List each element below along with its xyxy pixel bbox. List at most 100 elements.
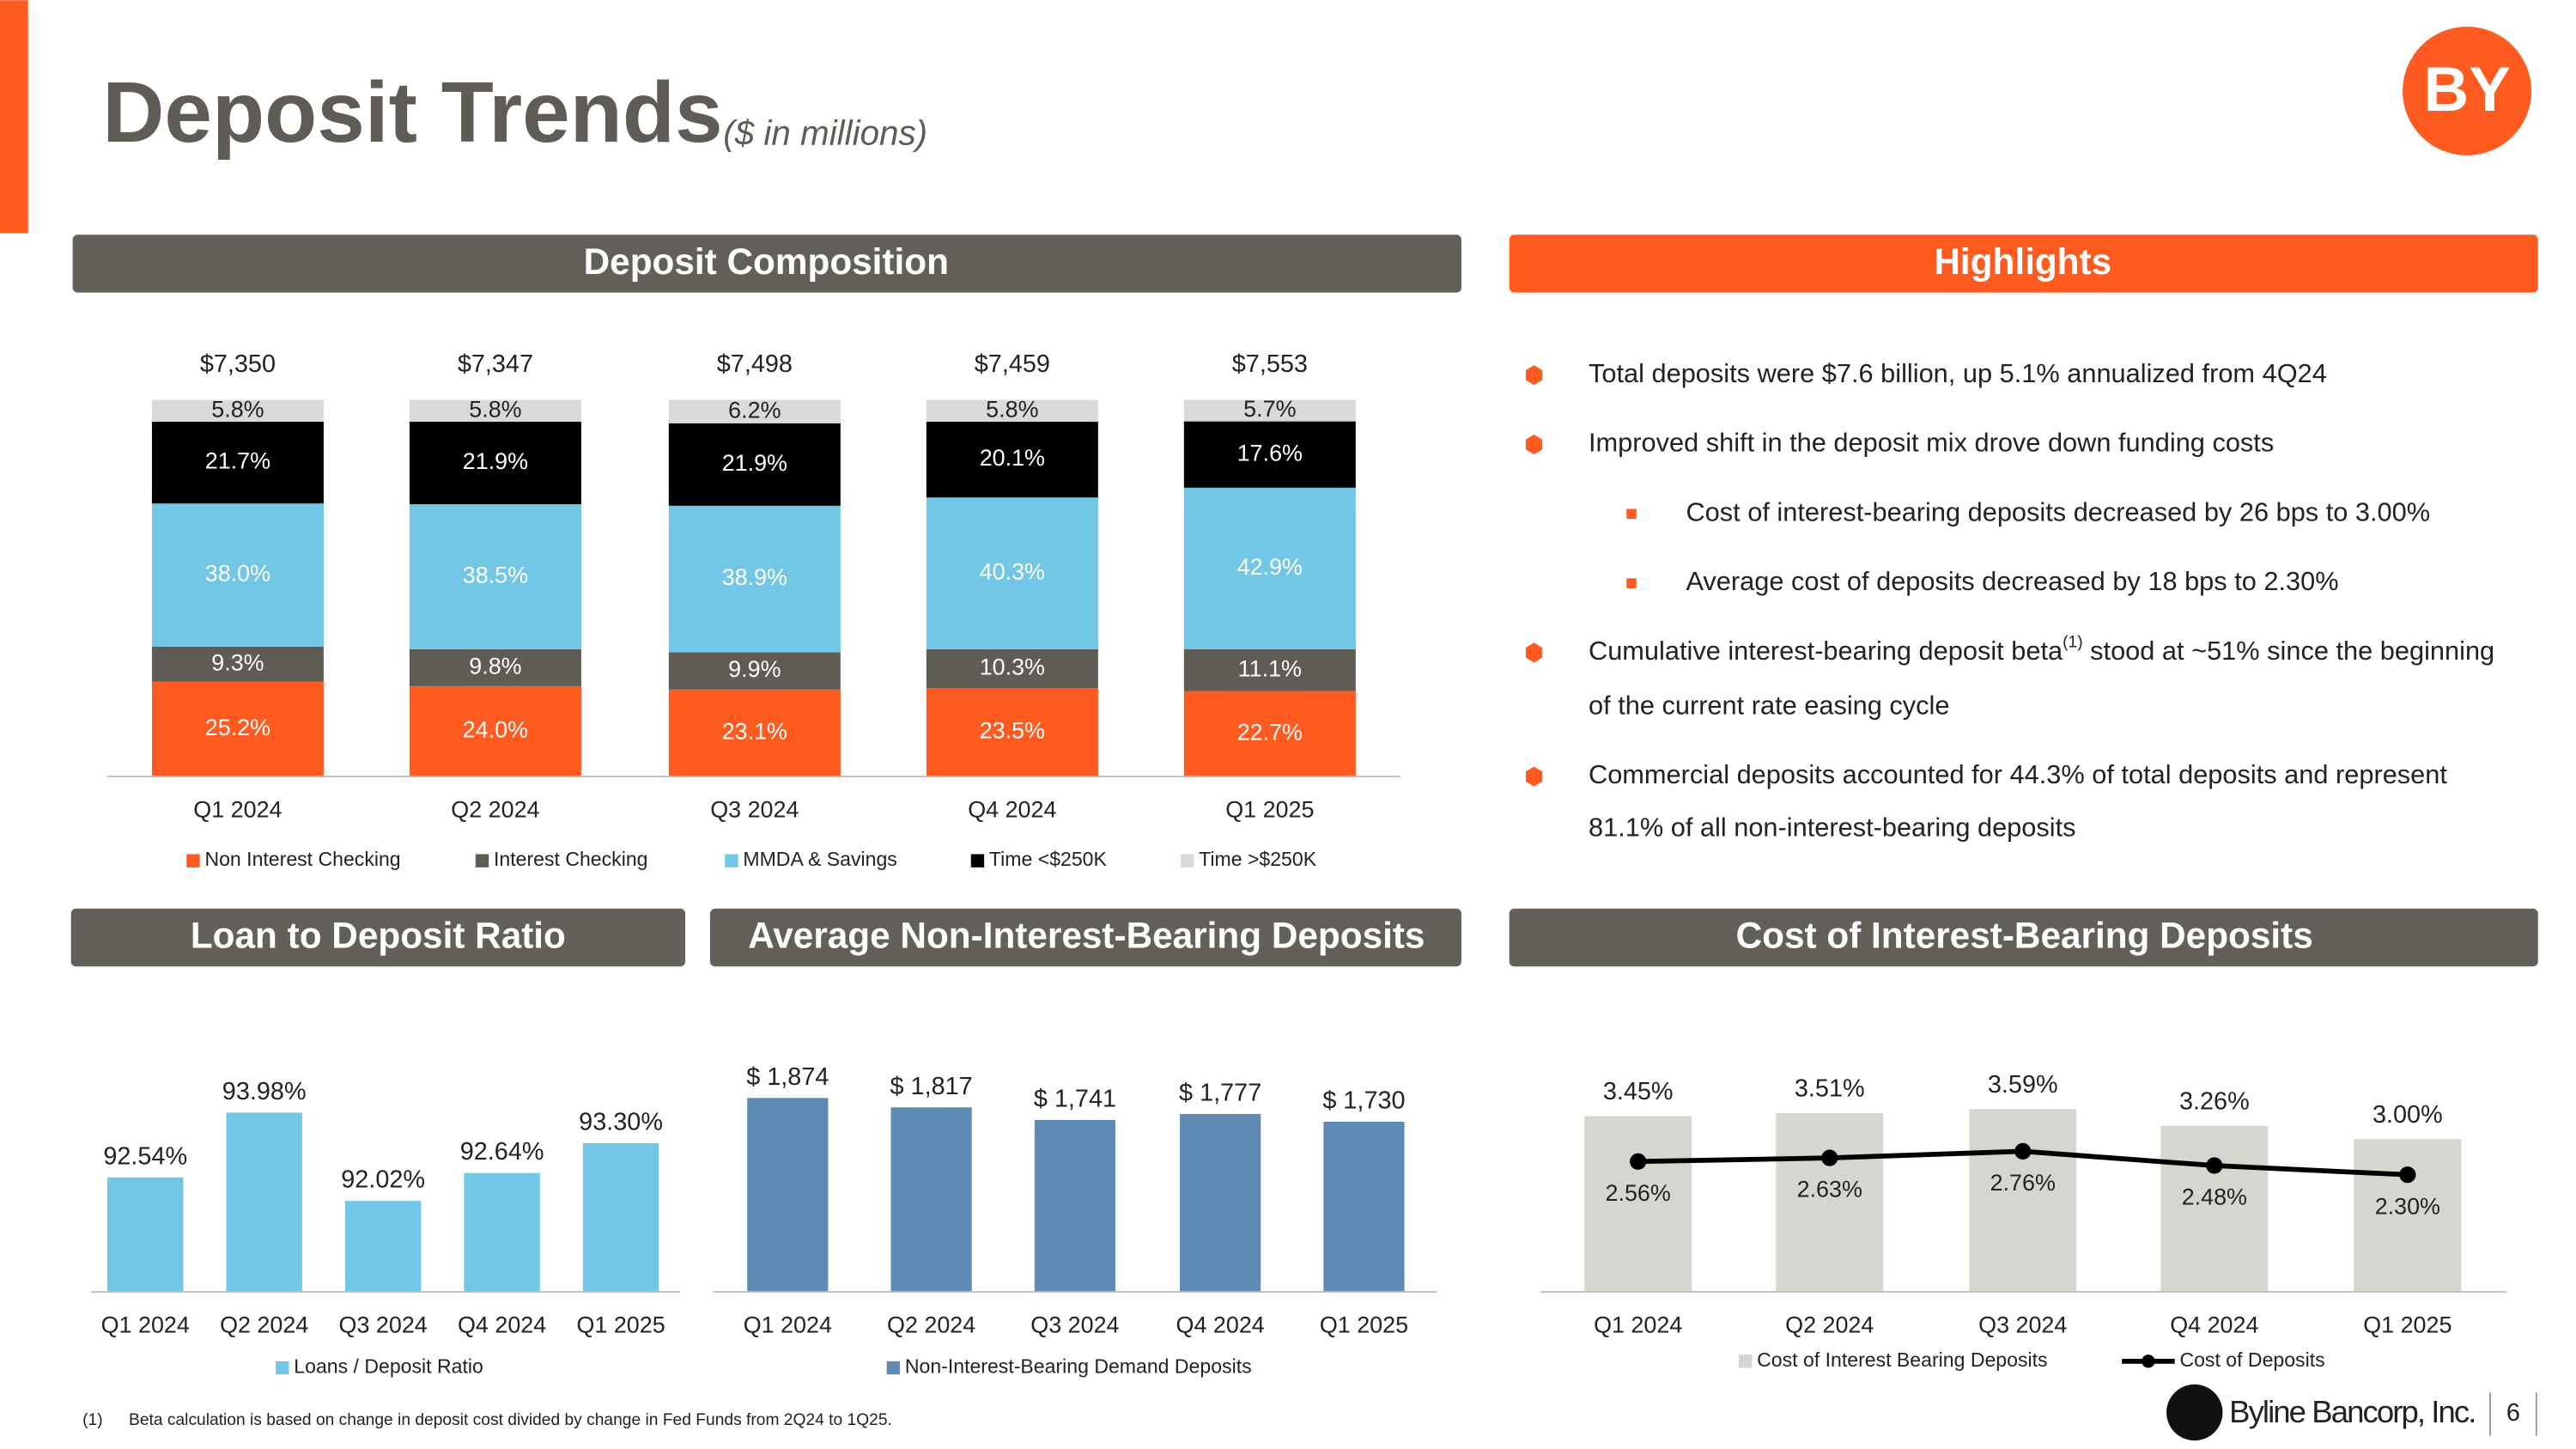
bar-segment bbox=[1183, 648, 1356, 691]
bar bbox=[1584, 1116, 1692, 1293]
point bbox=[2399, 1166, 2416, 1184]
data-label: 93.98% bbox=[222, 1078, 307, 1105]
x-tick-label: Q1 2024 bbox=[744, 1312, 832, 1338]
bar bbox=[1969, 1109, 2077, 1293]
x-tick-label: Q4 2024 bbox=[458, 1312, 546, 1338]
legend-label: Cost of Deposits bbox=[2179, 1349, 2324, 1371]
legend-swatch bbox=[1739, 1355, 1753, 1368]
company-name: Byline Bancorp, Inc. bbox=[2229, 1394, 2475, 1429]
legend-label: Interest Checking bbox=[494, 848, 647, 870]
highlight: 81.1% of all non-interest-bearing deposi… bbox=[1589, 813, 2076, 843]
data-label: 21.7% bbox=[205, 448, 270, 474]
bar-segment bbox=[668, 505, 841, 653]
section-title: Cost of Interest-Bearing Deposits bbox=[1736, 916, 2313, 956]
bar-segment bbox=[1183, 487, 1356, 649]
data-label: 9.9% bbox=[728, 656, 781, 682]
point bbox=[1821, 1149, 1838, 1166]
bar-segment bbox=[926, 399, 1098, 423]
data-label: 5.8% bbox=[986, 396, 1038, 422]
data-label: 3.26% bbox=[2179, 1087, 2250, 1115]
section-header bbox=[1509, 234, 2538, 293]
bullet bbox=[1525, 365, 1543, 386]
data-label: 38.0% bbox=[205, 561, 270, 587]
bar bbox=[582, 1143, 659, 1293]
point bbox=[2206, 1157, 2223, 1174]
data-label: 42.9% bbox=[1237, 554, 1303, 580]
bar-segment bbox=[409, 685, 581, 777]
bar-segment bbox=[1183, 421, 1356, 488]
bar bbox=[344, 1201, 422, 1293]
x-tick-label: Q4 2024 bbox=[968, 797, 1056, 823]
legend-marker bbox=[2142, 1355, 2155, 1368]
bar bbox=[1776, 1112, 1884, 1293]
bar bbox=[464, 1172, 540, 1293]
bar-segment bbox=[926, 422, 1098, 498]
section-title: Average Non-Interest-Bearing Deposits bbox=[748, 916, 1425, 956]
data-label: $ 1,730 bbox=[1322, 1087, 1405, 1115]
data-label: 92.02% bbox=[341, 1166, 425, 1194]
data-label: $ 1,817 bbox=[890, 1073, 973, 1100]
data-label: 9.3% bbox=[211, 649, 264, 675]
legend-label: Time <$250K bbox=[989, 848, 1108, 870]
bar-segment bbox=[151, 422, 324, 504]
x-tick-label: Q1 2024 bbox=[1594, 1312, 1682, 1338]
highlight: Improved shift in the deposit mix drove … bbox=[1589, 428, 2274, 458]
data-label: 11.1% bbox=[1238, 655, 1302, 681]
data-label: 22.7% bbox=[1237, 719, 1303, 745]
bar-segment bbox=[409, 504, 581, 649]
data-label: 25.2% bbox=[205, 715, 270, 740]
data-label: 5.8% bbox=[211, 396, 264, 422]
x-tick-label: Q1 2025 bbox=[2363, 1312, 2451, 1338]
data-label: 92.54% bbox=[103, 1142, 187, 1170]
footer-logo bbox=[2166, 1384, 2223, 1441]
data-label: 38.5% bbox=[463, 563, 528, 588]
highlight-text: Cumulative interest-bearing deposit beta bbox=[1589, 636, 2063, 666]
footnote-marker: (1) bbox=[82, 1411, 103, 1429]
sub-bullet bbox=[1626, 508, 1637, 520]
data-label: 93.30% bbox=[579, 1109, 663, 1136]
bar-segment bbox=[151, 503, 324, 647]
x-tick-label: Q1 2024 bbox=[193, 797, 282, 823]
bar-segment bbox=[151, 646, 324, 682]
data-label: 21.9% bbox=[463, 448, 528, 474]
highlight-text: stood at ~51% since the beginning bbox=[2083, 636, 2495, 666]
title: Deposit Trends bbox=[102, 64, 722, 161]
legend-swatch bbox=[276, 1361, 289, 1375]
point bbox=[2014, 1142, 2032, 1160]
bar-segment bbox=[926, 688, 1098, 777]
x-tick-label: Q4 2024 bbox=[1176, 1312, 1265, 1338]
data-label: 6.2% bbox=[728, 397, 781, 423]
bar bbox=[1323, 1122, 1405, 1293]
bar bbox=[2354, 1139, 2462, 1293]
charts: 25.2% 9.3% 38.0% 21.7% 5.8% $7,350 24.0% 9.8% 38… bbox=[90, 350, 2507, 1378]
data-label: 17.6% bbox=[1237, 440, 1303, 466]
data-label: 2.63% bbox=[1797, 1177, 1862, 1202]
bar bbox=[2160, 1125, 2269, 1293]
data-label: 9.8% bbox=[469, 653, 521, 679]
section-header bbox=[72, 234, 1461, 293]
section-title: Deposit Composition bbox=[584, 241, 949, 282]
x-tick-label: Q3 2024 bbox=[710, 797, 799, 823]
bar bbox=[1034, 1119, 1116, 1293]
data-label: 2.48% bbox=[2182, 1184, 2247, 1210]
highlight: of the current rate easing cycle bbox=[1589, 690, 1949, 720]
legend-label: MMDA & Savings bbox=[743, 848, 896, 870]
data-label: 38.9% bbox=[722, 564, 787, 590]
bar-segment bbox=[926, 497, 1098, 649]
logo bbox=[2403, 27, 2532, 155]
total-label: $7,498 bbox=[717, 350, 793, 378]
bar-segment bbox=[409, 422, 581, 505]
data-label: 3.51% bbox=[1795, 1075, 1865, 1103]
highlight: Cost of interest-bearing deposits decrea… bbox=[1686, 496, 2430, 527]
section-title: Loan to Deposit Ratio bbox=[191, 916, 566, 956]
section-title: Highlights bbox=[1934, 241, 2111, 282]
data-label: 20.1% bbox=[980, 445, 1045, 471]
bar-segment bbox=[668, 399, 841, 423]
data-label: 21.9% bbox=[722, 450, 787, 476]
total-label: $7,459 bbox=[975, 350, 1050, 378]
data-label: $ 1,741 bbox=[1034, 1085, 1116, 1112]
bar-segment bbox=[668, 423, 841, 506]
data-label: 92.64% bbox=[460, 1138, 544, 1166]
x-tick-label: Q1 2024 bbox=[101, 1312, 190, 1338]
bullet bbox=[1525, 435, 1543, 455]
